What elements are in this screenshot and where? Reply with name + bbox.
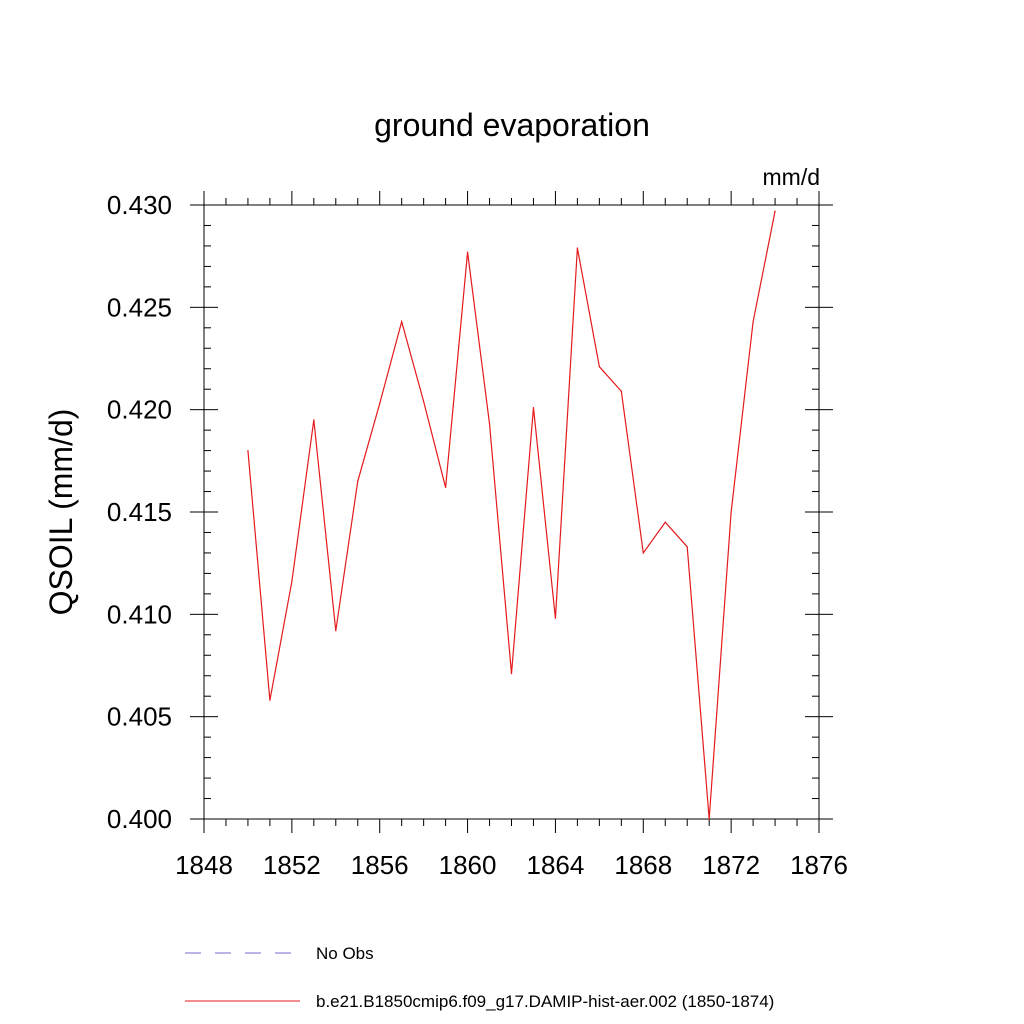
units-label: mm/d (763, 164, 821, 190)
data-point (598, 366, 600, 368)
y-tick-label: 0.400 (107, 804, 172, 834)
data-point (730, 511, 732, 513)
data-point (466, 251, 469, 253)
data-point (664, 521, 666, 523)
y-tick-label: 0.405 (107, 702, 172, 732)
data-point (423, 400, 425, 403)
y-axis-label: QSOIL (mm/d) (43, 409, 79, 616)
data-point (752, 321, 754, 323)
data-point (488, 423, 491, 425)
x-tick-label: 1864 (527, 850, 585, 880)
y-tick-label: 0.425 (107, 292, 172, 322)
data-point (554, 617, 557, 620)
data-point (510, 673, 513, 675)
legend: No Obs b.e21.B1850cmip6.f09_g17.DAMIP-hi… (185, 944, 774, 1011)
axis-tick-labels: 1848 1852 1856 1860 1864 1868 1872 1876 0.400 0.4… (107, 190, 848, 880)
data-point (335, 630, 337, 632)
x-tick-label: 1868 (614, 850, 672, 880)
series-line (247, 211, 776, 820)
data-point (708, 818, 710, 820)
data-point (269, 699, 271, 701)
y-tick-label: 0.420 (107, 395, 172, 425)
x-tick-label: 1876 (790, 850, 848, 880)
data-point (642, 552, 644, 554)
axis-ticks (190, 191, 833, 833)
x-tick-label: 1856 (351, 850, 409, 880)
y-tick-label: 0.410 (107, 599, 172, 629)
chart-title: ground evaporation (374, 107, 650, 143)
data-point (686, 546, 688, 548)
x-tick-label: 1860 (439, 850, 497, 880)
legend-label-no-obs: No Obs (316, 944, 374, 963)
x-tick-label: 1872 (702, 850, 760, 880)
data-point (576, 247, 578, 249)
data-point (620, 390, 622, 392)
y-tick-label: 0.415 (107, 497, 172, 527)
plot-frame (203, 204, 820, 820)
data-point (401, 321, 403, 323)
data-point (313, 419, 315, 421)
x-tick-label: 1852 (263, 850, 321, 880)
data-point (357, 480, 359, 482)
data-point (774, 210, 776, 212)
data-point (291, 580, 293, 583)
data-point (247, 450, 249, 452)
series-group (247, 210, 776, 820)
legend-label-model: b.e21.B1850cmip6.f09_g17.DAMIP-hist-aer.… (316, 992, 774, 1011)
data-point (379, 402, 381, 405)
data-point (445, 486, 447, 489)
data-point (532, 407, 535, 409)
y-tick-label: 0.430 (107, 190, 172, 220)
x-tick-label: 1848 (175, 850, 233, 880)
